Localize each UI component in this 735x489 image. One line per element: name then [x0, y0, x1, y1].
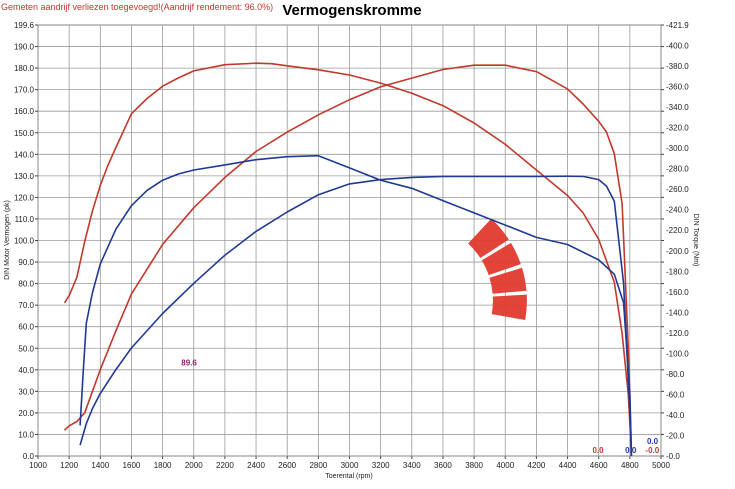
- x-tick-label: 5000: [652, 461, 670, 470]
- x-tick-label: 3000: [341, 461, 359, 470]
- series-line-2: [63, 64, 633, 450]
- x-tick-label: 1600: [123, 461, 141, 470]
- x-tick-label: 4200: [528, 461, 546, 470]
- x-tick-label: 1800: [154, 461, 172, 470]
- series-line-4: [79, 175, 633, 457]
- y2-tick-label: -20.0: [666, 431, 685, 440]
- series-line-1: [63, 62, 633, 451]
- logo-segment: [491, 294, 527, 320]
- y2-tick-label: -260.0: [666, 185, 689, 194]
- x-tick-label: 2600: [278, 461, 296, 470]
- y-tick-label: 30.0: [18, 387, 34, 396]
- x-tick-label: 2800: [309, 461, 327, 470]
- series-line-3: [79, 154, 633, 457]
- y-tick-label: 50.0: [18, 344, 34, 353]
- y2-tick-label: -421.9: [666, 21, 689, 30]
- y2-tick-label: -240.0: [666, 206, 689, 215]
- y2-tick-label: -60.0: [666, 390, 685, 399]
- x-tick-label: 3600: [434, 461, 452, 470]
- dyno-logo: [468, 218, 527, 320]
- y-tick-label: 140.0: [14, 150, 35, 159]
- x-tick-label: 3400: [403, 461, 421, 470]
- y2-tick-label: -160.0: [666, 288, 689, 297]
- value-annotation: 0.0: [647, 437, 659, 446]
- y2-tick-label: -40.0: [666, 411, 685, 420]
- y-tick-label: 20.0: [18, 409, 34, 418]
- y2-tick-label: -360.0: [666, 83, 689, 92]
- y2-tick-label: -140.0: [666, 308, 689, 317]
- x-tick-label: 2000: [185, 461, 203, 470]
- logo-segment: [489, 267, 527, 294]
- y-tick-label: 70.0: [18, 301, 34, 310]
- y2-tick-label: -280.0: [666, 165, 689, 174]
- y2-tick-label: -340.0: [666, 103, 689, 112]
- value-annotation: 0.0: [625, 446, 637, 455]
- y2-tick-label: -320.0: [666, 124, 689, 133]
- series-lines: [63, 62, 633, 457]
- y2-tick-label: -220.0: [666, 226, 689, 235]
- value-annotation: -0.0: [645, 446, 659, 455]
- x-tick-label: 2200: [216, 461, 234, 470]
- y-tick-label: 80.0: [18, 280, 34, 289]
- y2-tick-label: -80.0: [666, 370, 685, 379]
- y-tick-label: 60.0: [18, 323, 34, 332]
- y-tick-label: 199.6: [14, 21, 35, 30]
- y2-axis-label: DIN Torque (Nm): [692, 214, 699, 267]
- value-annotation: 0.0: [592, 446, 604, 455]
- y-tick-label: 10.0: [18, 430, 34, 439]
- x-tick-label: 4000: [496, 461, 514, 470]
- y2-tick-label: -380.0: [666, 62, 689, 71]
- value-annotations: 89.60.0 0.0 -0.00.0: [181, 358, 659, 454]
- y2-tick-label: -120.0: [666, 329, 689, 338]
- y-tick-label: 110.0: [15, 215, 35, 224]
- x-tick-label: 1400: [91, 461, 109, 470]
- y2-tick-label: -300.0: [666, 144, 689, 153]
- y2-tick-label: -180.0: [666, 267, 689, 276]
- y-tick-label: 90.0: [18, 258, 34, 267]
- y-tick-label: 180.0: [14, 64, 35, 73]
- y2-tick-label: -400.0: [666, 42, 689, 51]
- y-tick-label: 150.0: [14, 129, 35, 138]
- y-tick-label: 170.0: [14, 86, 35, 95]
- x-tick-label: 4400: [559, 461, 577, 470]
- x-axis-label: Toerental (rpm): [325, 473, 372, 480]
- x-tick-label: 4800: [621, 461, 639, 470]
- value-annotation: 89.6: [181, 358, 197, 367]
- y-tick-label: 100.0: [14, 237, 35, 246]
- chart-note: Gemeten aandrijf verliezen toegevoegd!(A…: [1, 2, 273, 12]
- chart-title: Vermogenskromme: [282, 2, 421, 19]
- y-tick-label: 0.0: [23, 452, 35, 461]
- y-tick-label: 130.0: [14, 172, 35, 181]
- y-tick-label: 190.0: [14, 43, 35, 52]
- y2-tick-label: -200.0: [666, 247, 689, 256]
- y-axis-label: DIN Motor Vermogen (pk): [4, 200, 11, 280]
- x-tick-label: 3800: [465, 461, 483, 470]
- y-tick-label: 160.0: [14, 107, 35, 116]
- y-tick-label: 40.0: [18, 366, 34, 375]
- y-tick-label: 120.0: [14, 193, 35, 202]
- logo-segment: [481, 242, 521, 276]
- y2-tick-label: -0.0: [666, 452, 680, 461]
- x-tick-label: 1200: [60, 461, 78, 470]
- y2-tick-label: -100.0: [666, 349, 689, 358]
- tick-labels: 1000 1200 1400 1600 1800 2000 2200 2400 2600 2800…: [14, 21, 689, 470]
- x-tick-label: 3200: [372, 461, 390, 470]
- x-tick-label: 4600: [590, 461, 608, 470]
- x-tick-label: 2400: [247, 461, 265, 470]
- logo-segment: [468, 218, 509, 259]
- x-tick-label: 1000: [29, 461, 47, 470]
